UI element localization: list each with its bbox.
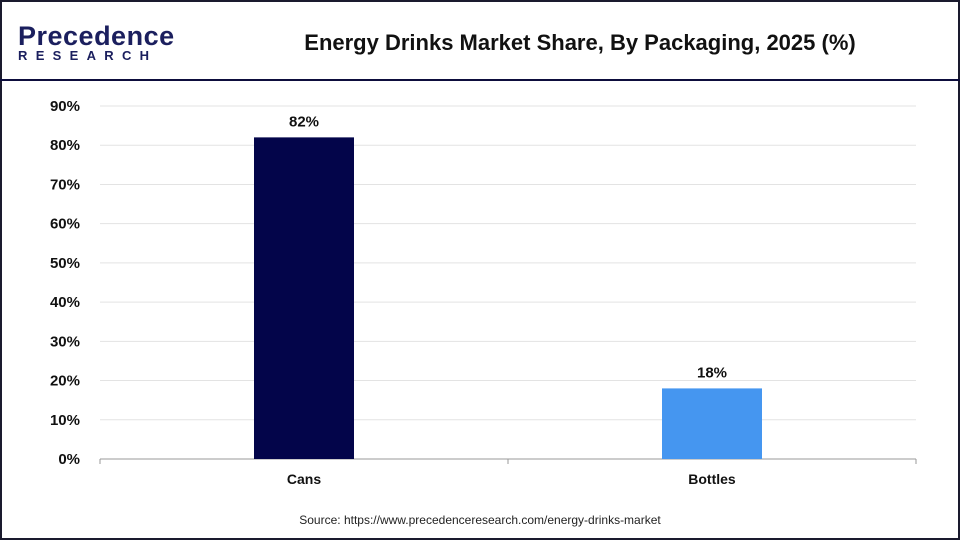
chart-title: Energy Drinks Market Share, By Packaging… <box>304 30 856 55</box>
data-label: 82% <box>289 113 319 130</box>
y-tick-label: 30% <box>50 333 80 350</box>
data-label: 18% <box>697 364 727 381</box>
logo-subtitle: RESEARCH <box>18 48 158 63</box>
y-tick-label: 60% <box>50 216 80 233</box>
y-tick-label: 70% <box>50 176 80 193</box>
x-tick-label: Cans <box>287 471 321 487</box>
source-note: Source: https://www.precedenceresearch.c… <box>299 513 661 527</box>
y-tick-label: 20% <box>50 373 80 390</box>
bar-cans <box>254 137 354 459</box>
y-tick-label: 40% <box>50 294 80 311</box>
bar-bottles <box>662 388 762 459</box>
y-tick-label: 50% <box>50 255 80 272</box>
x-tick-label: Bottles <box>688 471 736 487</box>
logo: Precedence RESEARCH <box>18 22 175 63</box>
y-tick-label: 90% <box>50 98 80 115</box>
y-tick-label: 0% <box>58 451 80 468</box>
y-tick-label: 10% <box>50 412 80 429</box>
header-divider <box>0 79 960 81</box>
logo-wordmark: Precedence <box>18 21 175 51</box>
y-tick-label: 80% <box>50 137 80 154</box>
